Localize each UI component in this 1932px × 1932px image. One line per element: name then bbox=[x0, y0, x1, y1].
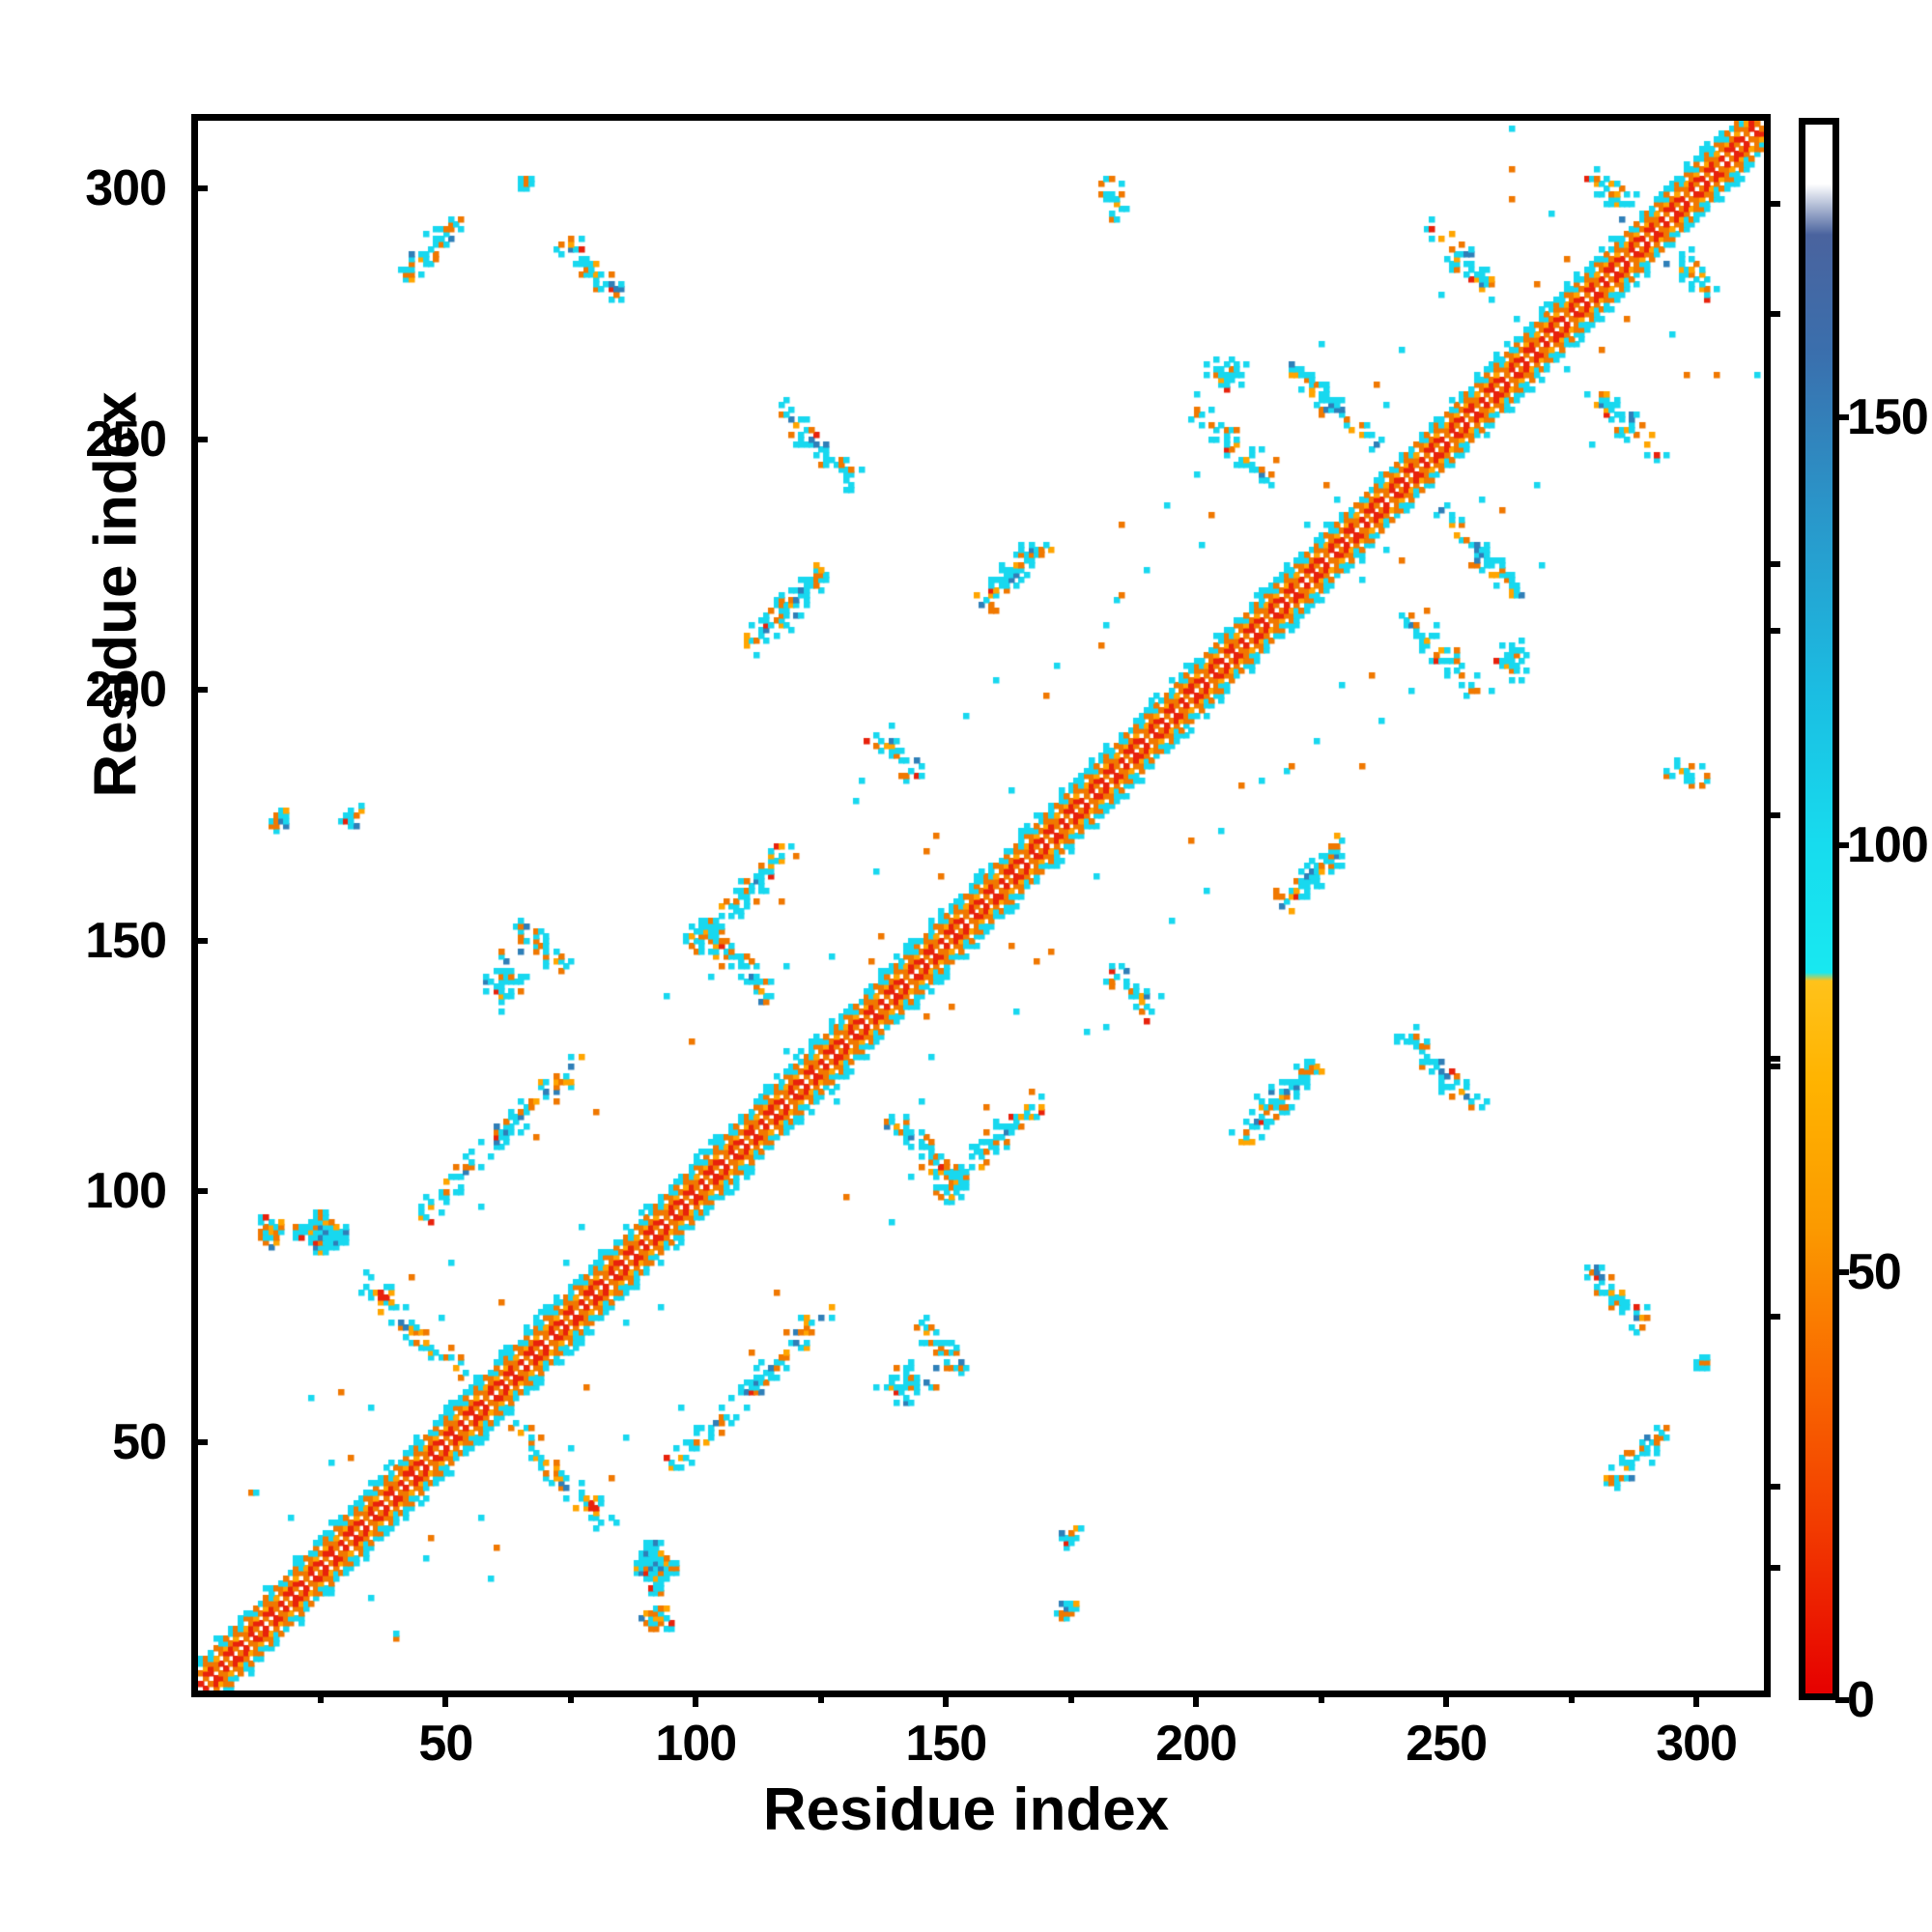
x-tick-100 bbox=[693, 1690, 699, 1707]
y-minor-tick-275 bbox=[1764, 310, 1780, 317]
colorbar-tick-100 bbox=[1835, 841, 1849, 848]
x-minor-tick-225 bbox=[1318, 1690, 1324, 1703]
x-tick-150 bbox=[943, 1690, 950, 1707]
right-spine-minor-tick-175 bbox=[1764, 200, 1780, 207]
colorbar bbox=[1799, 118, 1839, 1700]
x-minor-tick-75 bbox=[567, 1690, 574, 1703]
y-ticklabel-150: 150 bbox=[85, 912, 167, 969]
right-spine-minor-tick-125 bbox=[1764, 628, 1780, 635]
y-minor-tick-125 bbox=[1764, 1063, 1780, 1069]
x-ticklabel-250: 250 bbox=[1406, 1716, 1488, 1772]
x-minor-tick-275 bbox=[1568, 1690, 1575, 1703]
x-tick-200 bbox=[1193, 1690, 1200, 1707]
contact-map-canvas bbox=[198, 121, 1764, 1690]
colorbar-tick-50 bbox=[1835, 1269, 1849, 1276]
y-tick-300 bbox=[191, 185, 208, 192]
x-tick-250 bbox=[1443, 1690, 1450, 1707]
y-axis-title: Residue index bbox=[82, 391, 150, 798]
colorbar-label-100: 100 bbox=[1847, 816, 1929, 873]
y-ticklabel-300: 300 bbox=[85, 160, 167, 217]
contact-map-panel bbox=[191, 114, 1771, 1697]
y-ticklabel-200: 200 bbox=[85, 662, 167, 719]
y-minor-tick-25 bbox=[1764, 1564, 1780, 1571]
x-minor-tick-25 bbox=[317, 1690, 324, 1703]
colorbar-label-50: 50 bbox=[1847, 1244, 1902, 1301]
x-ticklabel-300: 300 bbox=[1656, 1716, 1738, 1772]
right-spine-minor-tick-25 bbox=[1764, 1483, 1780, 1490]
y-tick-100 bbox=[191, 1188, 208, 1195]
x-tick-300 bbox=[1693, 1690, 1700, 1707]
y-ticklabel-50: 50 bbox=[112, 1414, 167, 1470]
right-spine-minor-tick-75 bbox=[1764, 1055, 1780, 1062]
y-tick-250 bbox=[191, 436, 208, 442]
x-minor-tick-125 bbox=[817, 1690, 824, 1703]
colorbar-gradient bbox=[1805, 125, 1833, 1693]
x-minor-tick-175 bbox=[1067, 1690, 1074, 1703]
y-minor-tick-225 bbox=[1764, 561, 1780, 568]
y-tick-50 bbox=[191, 1439, 208, 1445]
y-tick-150 bbox=[191, 937, 208, 944]
y-tick-200 bbox=[191, 687, 208, 694]
colorbar-tick-150 bbox=[1835, 413, 1849, 420]
x-axis-title: Residue index bbox=[762, 1776, 1170, 1843]
x-ticklabel-150: 150 bbox=[905, 1716, 987, 1772]
y-minor-tick-75 bbox=[1764, 1314, 1780, 1321]
colorbar-tick-0 bbox=[1835, 1697, 1849, 1703]
y-axis-title-wrapper: Residue index bbox=[82, 112, 151, 1078]
y-ticklabel-100: 100 bbox=[85, 1163, 167, 1220]
y-minor-tick-175 bbox=[1764, 812, 1780, 819]
colorbar-label-150: 150 bbox=[1847, 388, 1929, 445]
x-ticklabel-100: 100 bbox=[655, 1716, 737, 1772]
colorbar-label-0: 0 bbox=[1847, 1672, 1875, 1728]
x-ticklabel-50: 50 bbox=[418, 1716, 473, 1772]
x-ticklabel-200: 200 bbox=[1155, 1716, 1237, 1772]
y-ticklabel-250: 250 bbox=[85, 411, 167, 468]
x-tick-50 bbox=[442, 1690, 449, 1707]
